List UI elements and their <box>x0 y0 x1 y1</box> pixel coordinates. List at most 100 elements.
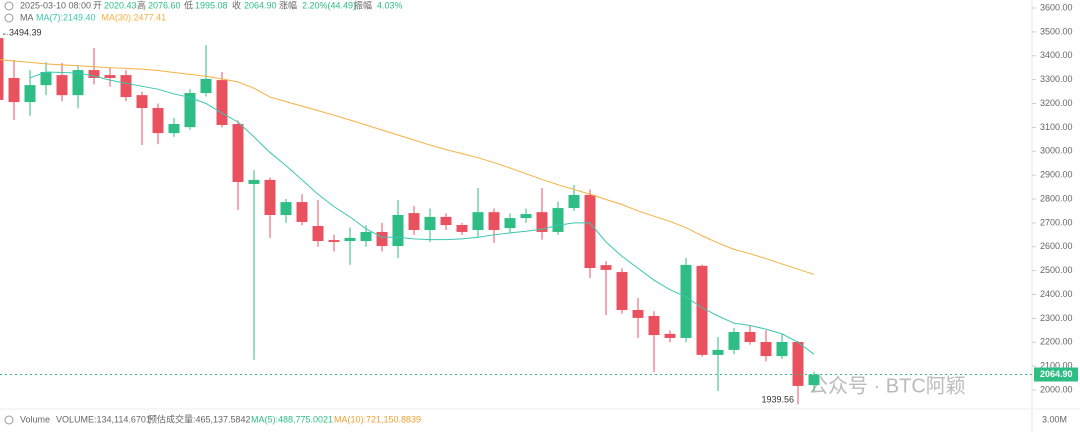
candle-body <box>696 265 708 355</box>
ma-line <box>29 71 815 355</box>
datetime: 2025-03-10 08:00 <box>20 0 91 10</box>
candle-body <box>8 77 20 103</box>
candle-body <box>216 80 228 125</box>
candle-body <box>664 333 676 338</box>
candle-body <box>552 208 564 232</box>
volume-ma5: MA(5):488,775.0021 <box>251 414 333 424</box>
candle-body <box>776 342 788 357</box>
y-tick-label: 2600.00 <box>1040 241 1073 251</box>
candle-body <box>632 310 644 318</box>
candle-body <box>488 212 500 231</box>
candle-body <box>200 78 212 93</box>
legend-entry: MA(7):2149.40 <box>36 12 96 22</box>
candle-body <box>392 214 404 247</box>
volume-ma10: MA(10):721,150.8839 <box>334 414 421 424</box>
price-tag-label: 2064.90 <box>1040 369 1073 379</box>
candle-body <box>744 331 756 343</box>
candle-body <box>296 202 308 222</box>
y-tick-label: 3200.00 <box>1040 98 1073 108</box>
y-tick-label: 2100.00 <box>1040 361 1073 371</box>
candle-body <box>328 240 340 242</box>
candle-body <box>648 315 660 336</box>
candle-body <box>472 212 484 231</box>
candle-body <box>152 108 164 134</box>
volume-axis-label: 3.00M <box>1042 414 1067 424</box>
candle-body <box>0 38 4 100</box>
candle-body <box>424 216 436 231</box>
y-tick-label: 2200.00 <box>1040 337 1073 347</box>
candle-body <box>536 212 548 232</box>
y-tick-label: 2700.00 <box>1040 217 1073 227</box>
y-tick-label: 2500.00 <box>1040 265 1073 275</box>
collapse-icon[interactable] <box>4 13 14 23</box>
candle-body <box>568 194 580 209</box>
candle-body <box>680 264 692 338</box>
candle-body <box>712 349 724 355</box>
candle-body <box>792 342 804 386</box>
candle-body <box>56 75 68 96</box>
y-tick-label: 2900.00 <box>1040 170 1073 180</box>
volume-estimate: 预估成交量:465,137.5842 <box>148 413 251 424</box>
label: 收 <box>232 0 241 10</box>
candle-body <box>504 218 516 229</box>
candle-body <box>584 194 596 268</box>
candle-body <box>120 75 132 98</box>
candle-body <box>248 179 260 184</box>
y-tick-label: 3600.00 <box>1040 2 1073 12</box>
candle-body <box>312 225 324 242</box>
value: 2020.43 <box>104 0 137 10</box>
candle-body <box>72 70 84 96</box>
y-tick-label: 3100.00 <box>1040 122 1073 132</box>
y-tick-label: 3000.00 <box>1040 146 1073 156</box>
candle-body <box>104 75 116 78</box>
volume-value: VOLUME:134,114.6701 <box>56 414 151 424</box>
candle-body <box>456 225 468 232</box>
price-tag <box>1034 367 1078 382</box>
label: 高 <box>137 0 146 10</box>
candle-body <box>808 374 820 386</box>
label: 振幅 <box>354 0 372 10</box>
collapse-icon[interactable] <box>4 1 14 11</box>
candle-body <box>136 95 148 109</box>
candle-body <box>232 124 244 183</box>
watermark: 公众号 · BTC阿颖 <box>808 374 966 397</box>
candle-body <box>344 237 356 242</box>
candle-body <box>184 92 196 128</box>
y-tick-label: 3300.00 <box>1040 74 1073 84</box>
candle-body <box>264 179 276 215</box>
value: 4.03% <box>377 0 403 10</box>
value: 2076.60 <box>148 0 181 10</box>
collapse-icon[interactable] <box>4 415 14 425</box>
y-tick-label: 2400.00 <box>1040 289 1073 299</box>
label: 低 <box>184 0 193 10</box>
candle-body <box>616 272 628 311</box>
candle-body <box>376 231 388 247</box>
value: 2.20%(44.49) <box>302 0 356 10</box>
label: 涨幅 <box>279 0 297 10</box>
value: 2064.90 <box>244 0 277 10</box>
value: 1995.08 <box>195 0 228 10</box>
legend-entry: MA(30):2477.41 <box>102 12 167 22</box>
volume-title: Volume <box>20 414 50 424</box>
ma-label: MA <box>20 12 34 22</box>
candle-body <box>360 231 372 242</box>
candle-body <box>440 216 452 226</box>
y-tick-label: 2800.00 <box>1040 193 1073 203</box>
label: 开 <box>93 0 102 10</box>
candle-body <box>168 124 180 134</box>
candle-body <box>760 342 772 357</box>
candle-body <box>40 71 52 86</box>
low-marker: 1939.56 <box>761 394 794 404</box>
y-tick-label: 3500.00 <box>1040 26 1073 36</box>
header: 2025-03-10 08:00 开 2020.43 高 2076.60 低 1… <box>20 0 403 22</box>
candle-body <box>24 85 36 103</box>
candle-body <box>88 70 100 78</box>
ma-line <box>0 59 815 275</box>
candle-body <box>280 202 292 215</box>
candle-body <box>408 213 420 231</box>
candle-body <box>728 331 740 350</box>
candle-body <box>600 265 612 270</box>
y-tick-label: 3400.00 <box>1040 50 1073 60</box>
y-tick-label: 2000.00 <box>1040 384 1073 394</box>
